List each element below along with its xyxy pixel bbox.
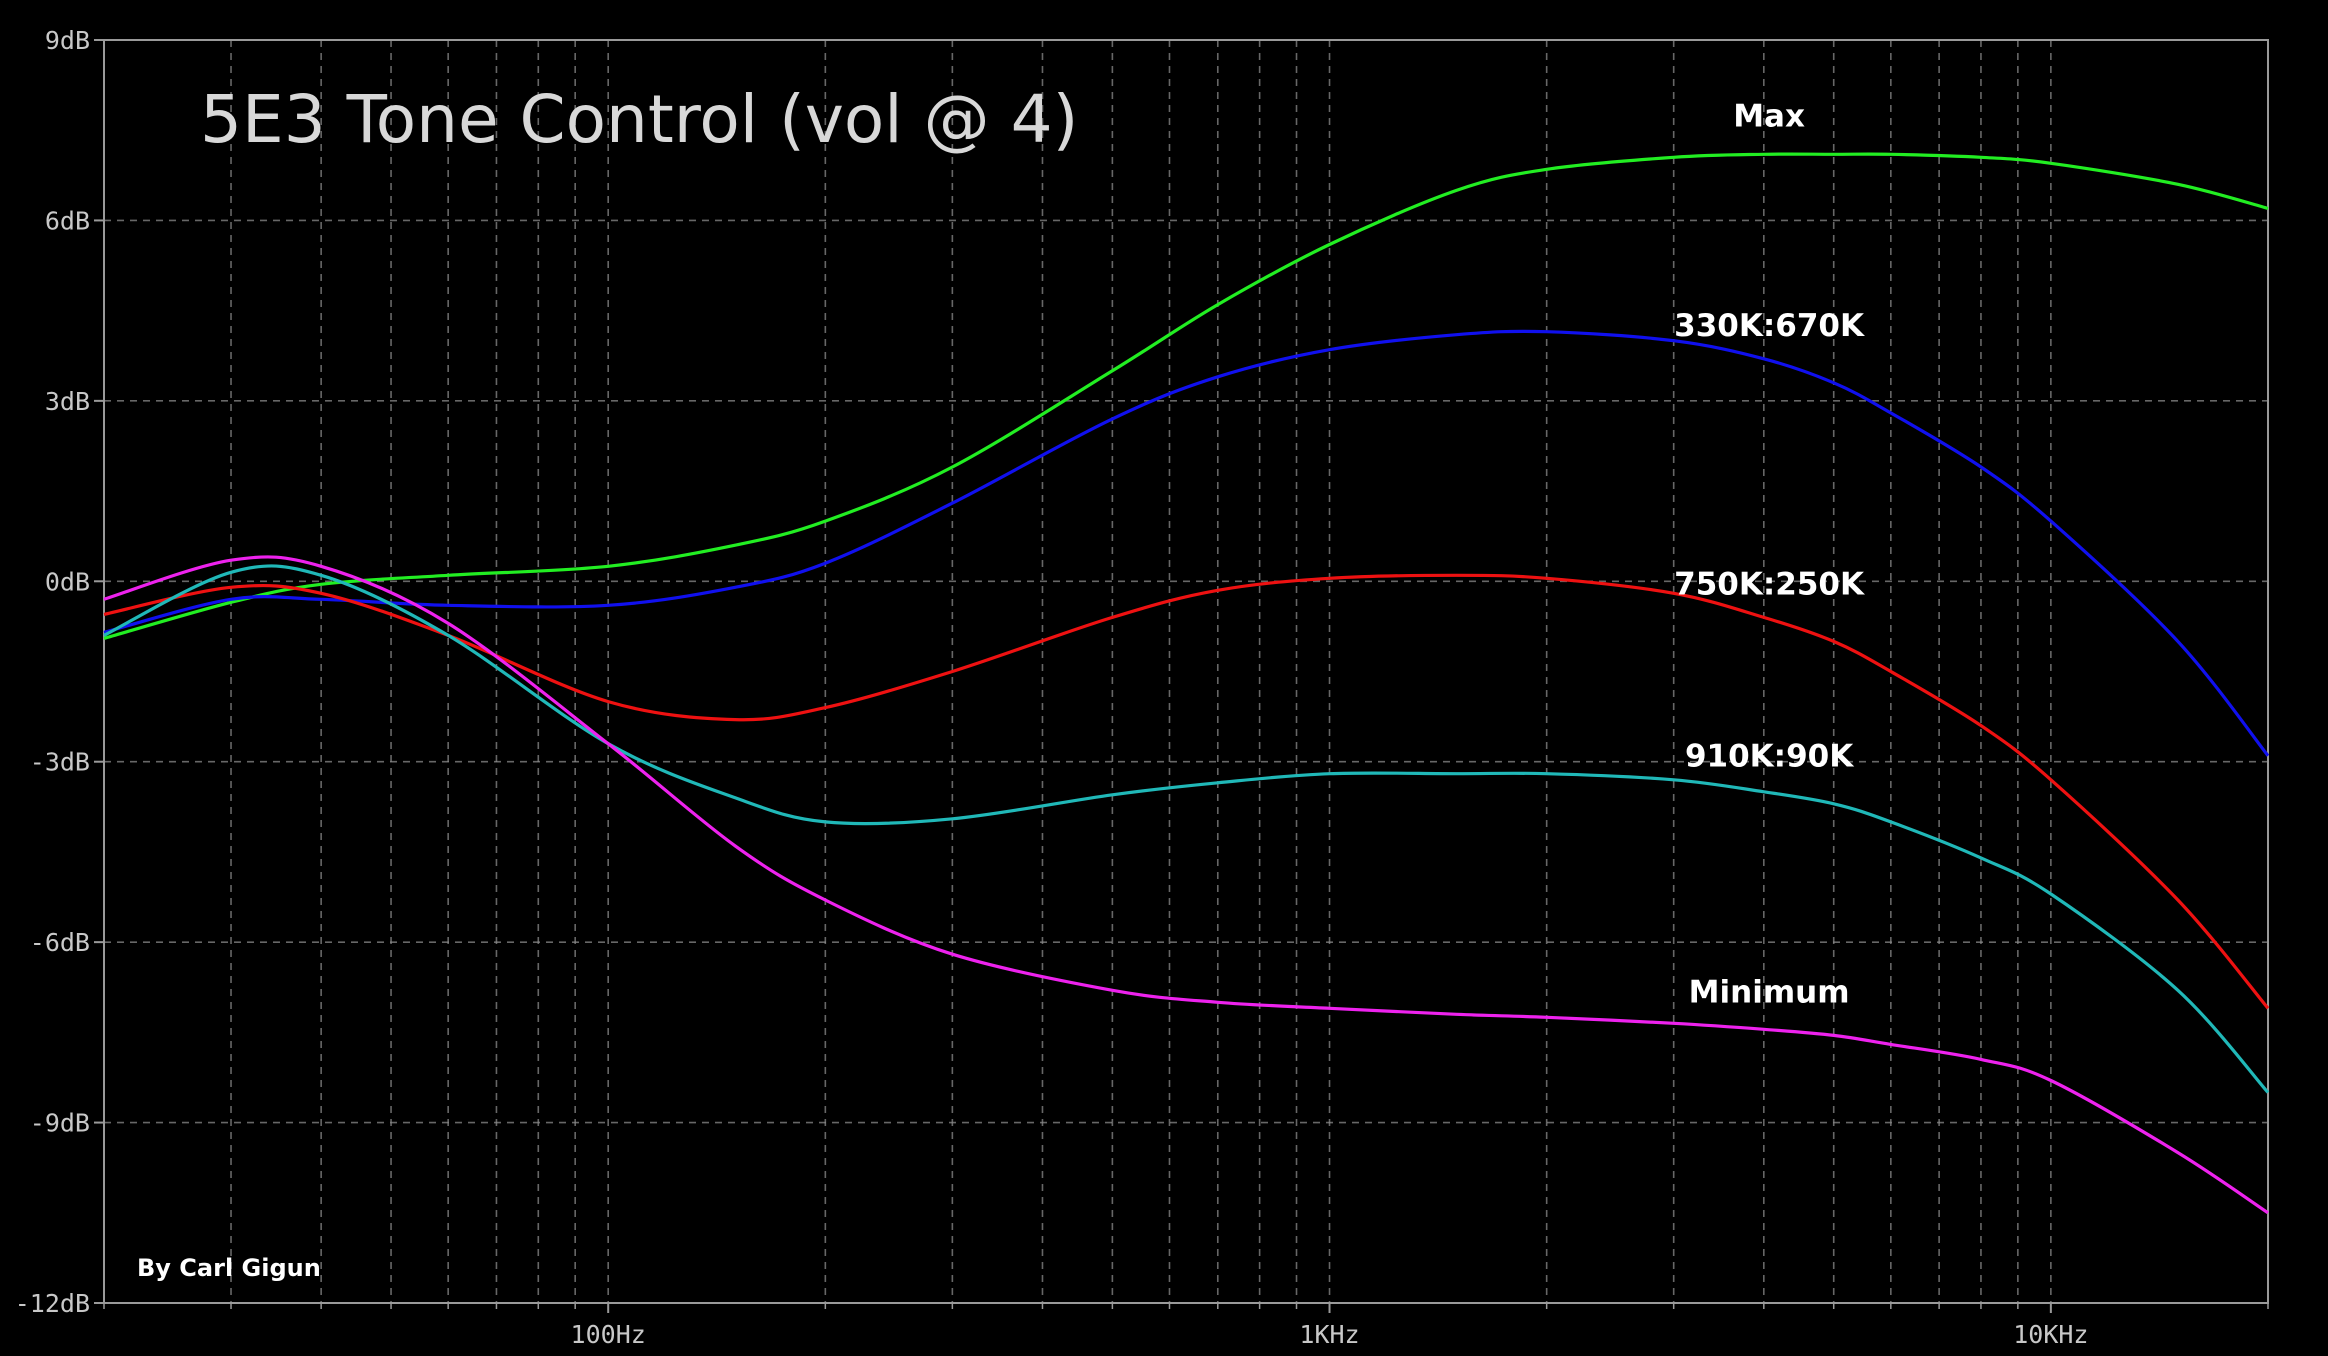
x-tick-label: 1KHz [1299,1320,1359,1349]
grid [103,39,2269,1304]
series-line-910k-90k [103,564,2270,1094]
y-tick-label: -3dB [30,748,90,777]
y-tick-label: 9dB [45,26,90,55]
series-lines [103,152,2270,1215]
y-tick-label: 3dB [45,387,90,416]
y-tick-label: 6dB [45,206,90,235]
series-label: 910K:90K [1685,738,1854,774]
chart-title: 5E3 Tone Control (vol @ 4) [200,81,1078,158]
series-line-minimum [103,555,2269,1215]
series-label: Max [1733,98,1805,134]
y-tick-label: -9dB [30,1109,90,1138]
series-label: 330K:670K [1674,308,1865,344]
series-line-750k-250k [103,573,2270,1010]
y-tick-label: -6dB [30,928,90,957]
axes: 9dB 6dB 3dB 0dB -3dB -6dB -9dB -12dB 100Hz 1KHz 10… [15,26,2269,1349]
plot-frame [103,39,2269,1304]
x-tick-label: 100Hz [571,1320,646,1349]
series-label: 750K:250K [1674,567,1865,603]
series-labels: Max 330K:670K 750K:250K 910K:90K Minimum [1674,98,1865,1010]
y-tick-label: -12dB [15,1289,90,1318]
credit-text: By Carl Gigun [137,1254,321,1282]
series-line-max [103,152,2269,640]
x-tick-label: 10KHz [2013,1320,2088,1349]
series-line-330k-670k [103,329,2270,757]
series-label: Minimum [1689,975,1850,1011]
y-tick-label: 0dB [45,567,90,596]
